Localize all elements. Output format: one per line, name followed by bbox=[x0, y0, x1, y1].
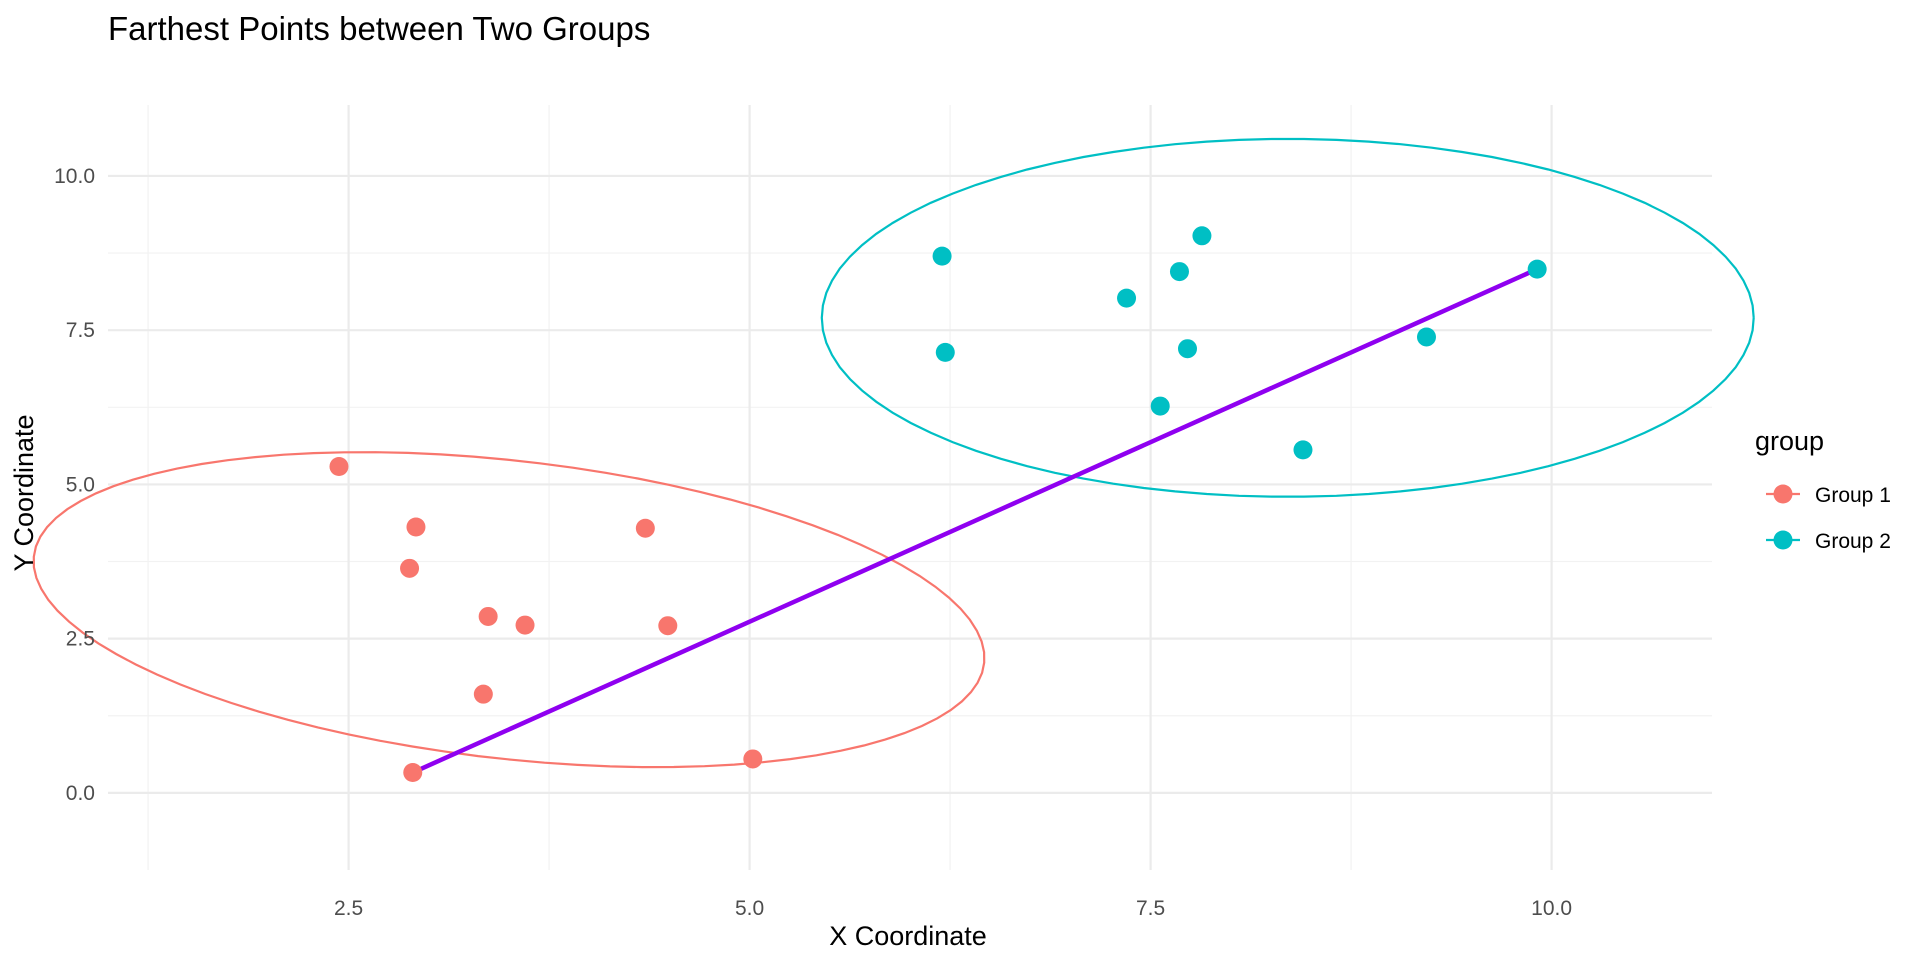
legend: group Group 1 Group 2 bbox=[1755, 426, 1891, 553]
point-group-1 bbox=[406, 517, 426, 537]
x-axis-title: X Coordinate bbox=[829, 921, 987, 951]
x-tick-labels: 2.5 5.0 7.5 10.0 bbox=[334, 897, 1572, 920]
point-group-2 bbox=[1527, 259, 1547, 279]
y-tick-label: 10.0 bbox=[54, 165, 95, 188]
ellipse-group-2 bbox=[820, 137, 1755, 498]
point-group-2 bbox=[1192, 226, 1212, 246]
x-tick-label: 10.0 bbox=[1531, 897, 1572, 920]
point-group-1 bbox=[658, 616, 678, 636]
x-tick-label: 5.0 bbox=[735, 897, 764, 920]
point-group-1 bbox=[515, 615, 535, 635]
y-tick-label: 0.0 bbox=[66, 782, 95, 805]
confidence-ellipses bbox=[32, 137, 1755, 769]
chart-title: Farthest Points between Two Groups bbox=[108, 10, 650, 47]
legend-key-dot-2 bbox=[1773, 530, 1793, 550]
point-group-1 bbox=[329, 457, 349, 477]
grid-major bbox=[108, 105, 1712, 870]
farthest-segment-layer bbox=[411, 267, 1539, 775]
x-tick-label: 2.5 bbox=[334, 897, 363, 920]
legend-title: group bbox=[1755, 426, 1824, 456]
point-group-2 bbox=[1416, 327, 1436, 347]
y-tick-labels: 0.0 2.5 5.0 7.5 10.0 bbox=[54, 165, 95, 805]
y-tick-label: 5.0 bbox=[66, 473, 95, 496]
point-group-2 bbox=[1177, 339, 1197, 359]
point-group-2 bbox=[1150, 396, 1170, 416]
point-group-2 bbox=[1293, 440, 1313, 460]
point-group-1 bbox=[743, 749, 763, 769]
point-group-1 bbox=[473, 684, 493, 704]
point-group-1 bbox=[400, 558, 420, 578]
legend-key-dot-1 bbox=[1773, 484, 1793, 504]
point-group-2 bbox=[935, 342, 955, 362]
point-group-1 bbox=[478, 606, 498, 626]
farthest-segment bbox=[411, 267, 1539, 775]
point-group-1 bbox=[403, 763, 423, 783]
y-axis-title: Y Coordinate bbox=[9, 414, 39, 571]
y-tick-label: 7.5 bbox=[66, 319, 95, 342]
point-group-2 bbox=[932, 246, 952, 266]
point-group-2 bbox=[1117, 288, 1137, 308]
point-group-1 bbox=[635, 518, 655, 538]
ellipse-group-1 bbox=[32, 451, 986, 769]
legend-label-group-1: Group 1 bbox=[1815, 484, 1891, 507]
x-tick-label: 7.5 bbox=[1136, 897, 1165, 920]
legend-label-group-2: Group 2 bbox=[1815, 530, 1891, 553]
point-group-2 bbox=[1169, 262, 1189, 282]
y-tick-label: 2.5 bbox=[66, 628, 95, 651]
data-points bbox=[329, 226, 1547, 783]
grid-minor bbox=[108, 105, 1712, 870]
